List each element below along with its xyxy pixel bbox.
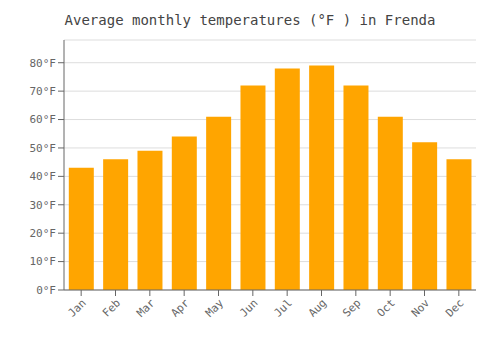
svg-text:Oct: Oct	[375, 296, 398, 319]
svg-text:60°F: 60°F	[30, 113, 57, 126]
svg-text:Sep: Sep	[340, 296, 363, 319]
svg-text:Dec: Dec	[443, 296, 466, 319]
svg-text:20°F: 20°F	[30, 227, 57, 240]
svg-text:Jul: Jul	[272, 296, 295, 319]
svg-text:70°F: 70°F	[30, 85, 57, 98]
html-text:Average monthly temperatures (: Average monthly temperatures (°F ) in Fr…	[64, 12, 436, 28]
svg-text:Jun: Jun	[237, 296, 260, 319]
svg-text:Jan: Jan	[66, 296, 89, 319]
svg-text:Aug: Aug	[306, 296, 329, 319]
svg-text:Mar: Mar	[134, 296, 158, 320]
svg-text:Feb: Feb	[100, 296, 123, 319]
svg-text:80°F: 80°F	[30, 57, 57, 70]
svg-text:50°F: 50°F	[30, 142, 57, 155]
svg-text:40°F: 40°F	[30, 170, 57, 183]
svg-text:0°F: 0°F	[36, 284, 56, 297]
svg-text:May: May	[203, 296, 227, 320]
svg-text:10°F: 10°F	[30, 255, 57, 268]
svg-text:30°F: 30°F	[30, 199, 57, 212]
svg-text:Nov: Nov	[409, 296, 433, 320]
svg-text:Apr: Apr	[169, 296, 193, 320]
